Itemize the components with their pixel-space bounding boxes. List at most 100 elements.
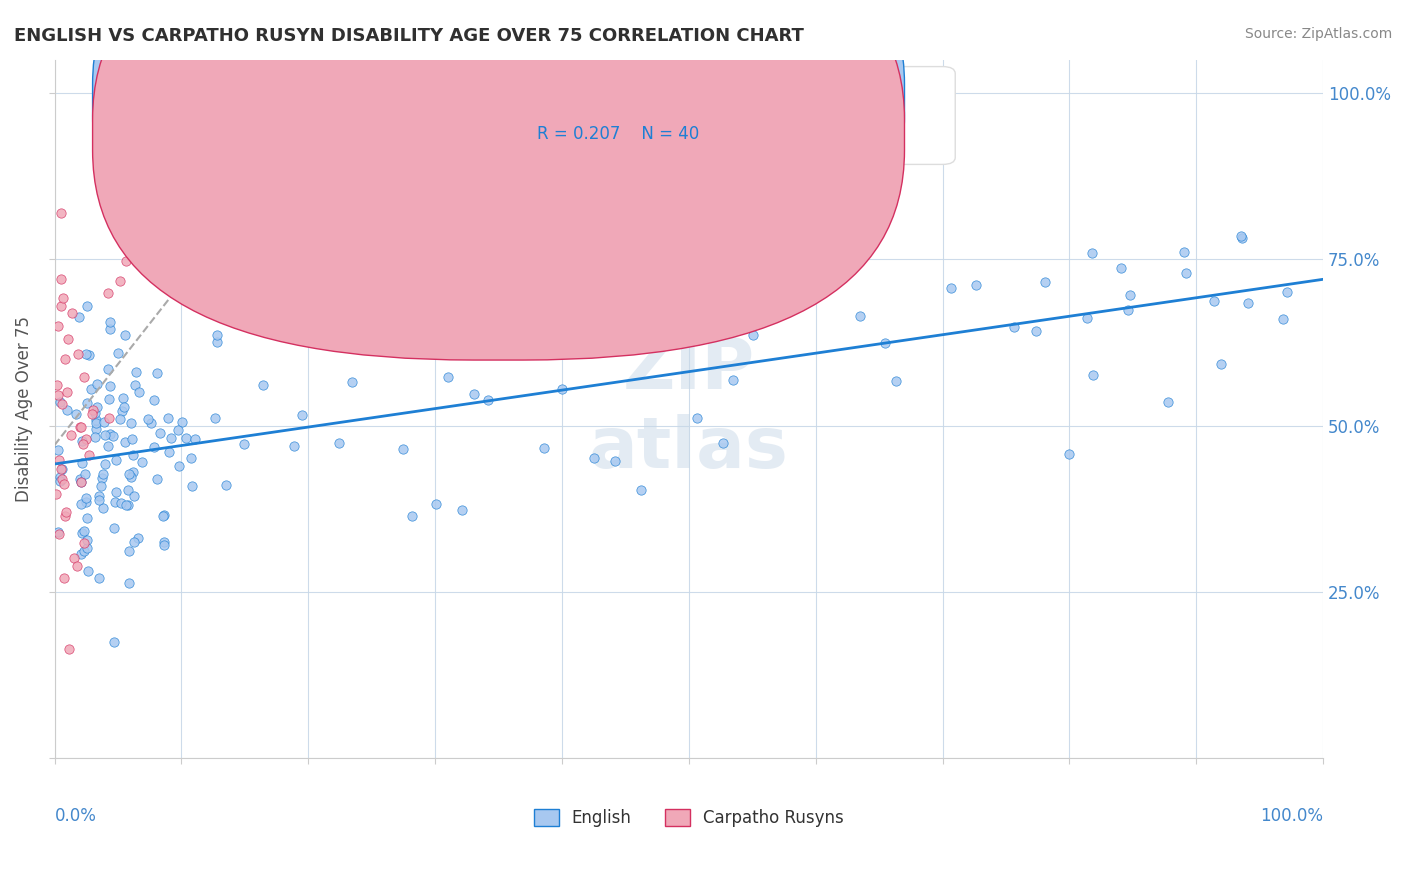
English [1230,231,1253,245]
English [533,442,555,456]
FancyBboxPatch shape [93,0,904,360]
Carpatho Rusyns [53,476,76,491]
English [425,497,447,511]
English [90,479,112,493]
English [98,378,121,392]
English [76,541,98,556]
English [117,483,139,497]
FancyBboxPatch shape [447,67,955,164]
English [720,296,742,310]
English [76,511,98,525]
English [170,416,193,430]
English [108,412,131,426]
English [73,467,96,481]
Carpatho Rusyns [82,403,104,417]
English [70,475,93,489]
English [118,576,141,591]
English [121,432,143,446]
English [1230,228,1253,243]
English [1083,368,1105,382]
Y-axis label: Disability Age Over 75: Disability Age Over 75 [15,316,32,502]
English [157,444,180,458]
English [153,538,176,552]
English [75,495,97,509]
English [105,484,128,499]
FancyBboxPatch shape [93,0,904,325]
English [685,262,707,277]
English [49,475,72,489]
Carpatho Rusyns [66,347,89,361]
Carpatho Rusyns [69,419,91,434]
English [51,462,73,476]
English [121,465,143,479]
English [181,479,204,493]
English [75,346,97,360]
English [153,535,176,549]
Legend: English, Carpatho Rusyns: English, Carpatho Rusyns [527,802,851,834]
English [127,531,149,545]
English [80,382,103,396]
English [72,456,94,470]
English [139,416,162,430]
English [1202,294,1225,309]
English [103,521,125,535]
Carpatho Rusyns [72,436,94,450]
English [849,309,872,323]
English [328,436,350,450]
English [1272,311,1295,326]
Carpatho Rusyns [51,472,73,486]
English [723,373,745,387]
Carpatho Rusyns [62,551,84,566]
English [70,525,93,540]
English [477,393,499,408]
Carpatho Rusyns [56,385,79,400]
English [205,327,228,342]
Carpatho Rusyns [46,318,69,333]
English [86,421,108,435]
English [828,240,851,254]
Carpatho Rusyns [46,378,69,392]
English [233,436,256,450]
English [1025,324,1047,338]
English [686,411,709,425]
English [70,434,93,449]
English [1156,395,1178,409]
English [49,470,72,484]
English [103,635,125,649]
Carpatho Rusyns [51,397,73,411]
Carpatho Rusyns [70,475,93,490]
Carpatho Rusyns [48,453,70,467]
English [65,407,87,421]
Text: 100.0%: 100.0% [1260,807,1323,825]
Carpatho Rusyns [73,536,96,550]
English [84,413,107,427]
Carpatho Rusyns [60,306,83,320]
Text: ENGLISH VS CARPATHO RUSYN DISABILITY AGE OVER 75 CORRELATION CHART: ENGLISH VS CARPATHO RUSYN DISABILITY AGE… [14,27,804,45]
English [167,459,190,474]
English [131,455,153,469]
English [46,524,69,539]
English [91,471,114,485]
English [142,440,165,454]
English [49,394,72,409]
Carpatho Rusyns [56,332,79,346]
English [149,425,172,440]
Carpatho Rusyns [58,641,80,656]
English [1237,296,1260,310]
English [124,364,146,378]
Carpatho Rusyns [49,461,72,475]
English [87,489,110,503]
English [1109,261,1132,276]
English [157,410,180,425]
Carpatho Rusyns [80,407,103,421]
English [98,427,121,442]
Carpatho Rusyns [52,291,75,305]
English [174,431,197,445]
English [69,472,91,486]
English [146,366,169,380]
English [56,403,79,417]
English [152,509,174,524]
English [146,472,169,486]
English [46,443,69,458]
English [124,378,146,392]
